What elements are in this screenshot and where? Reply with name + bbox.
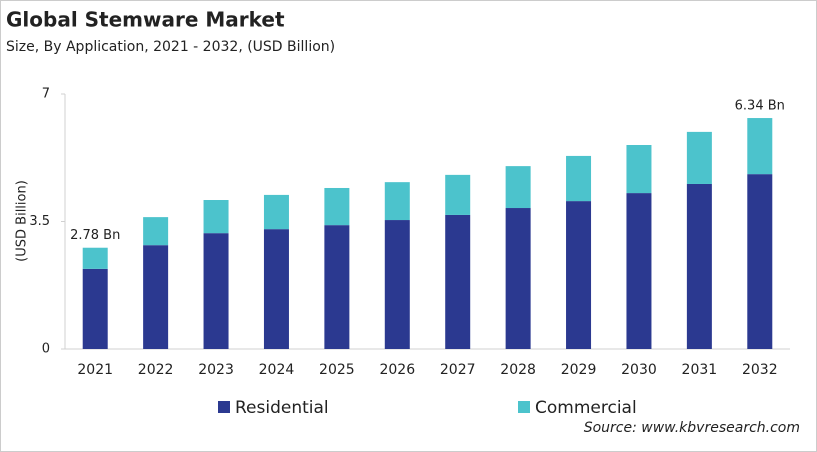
x-tick-label: 2025 xyxy=(319,362,355,378)
legend-swatch xyxy=(518,401,530,413)
x-tick-label: 2021 xyxy=(77,362,113,378)
bar-segment xyxy=(445,174,471,215)
bar-segment xyxy=(384,182,410,221)
bar-segment xyxy=(747,174,773,349)
bar-segment xyxy=(324,187,350,226)
bar-segment xyxy=(143,245,169,349)
bar-segment xyxy=(143,217,169,246)
bar-segment xyxy=(203,200,229,234)
legend-label: Residential xyxy=(235,398,329,418)
bar-segment xyxy=(445,214,471,349)
chart-subtitle: Size, By Application, 2021 - 2032, (USD … xyxy=(6,39,335,55)
chart-title: Global Stemware Market xyxy=(6,8,285,32)
x-tick-label: 2024 xyxy=(259,362,295,378)
y-tick-label: 3.5 xyxy=(29,214,50,229)
bar-segment xyxy=(263,229,289,349)
bar-segment xyxy=(82,268,108,349)
legend-swatch xyxy=(218,401,230,413)
bar-segment xyxy=(566,155,592,202)
bar-segment xyxy=(505,208,531,349)
bar-segment xyxy=(203,233,229,349)
bar-segment xyxy=(566,201,592,349)
x-tick-label: 2030 xyxy=(621,362,657,378)
x-tick-label: 2031 xyxy=(682,362,718,378)
x-tick-label: 2032 xyxy=(742,362,778,378)
bar-segment xyxy=(686,183,712,349)
bar-segment xyxy=(747,118,773,175)
bar-segment xyxy=(384,220,410,349)
bar-segment xyxy=(505,166,531,209)
bar-segment xyxy=(686,131,712,184)
source: Source: www.kbvresearch.com xyxy=(584,420,800,436)
bar-segment xyxy=(626,193,652,349)
bar-segment xyxy=(82,247,108,269)
bar-segment xyxy=(263,194,289,230)
x-tick-label: 2028 xyxy=(500,362,536,378)
x-tick-label: 2027 xyxy=(440,362,476,378)
x-tick-label: 2026 xyxy=(379,362,415,378)
x-tick-label: 2029 xyxy=(561,362,597,378)
legend-label: Commercial xyxy=(535,398,637,418)
total-label: 6.34 Bn xyxy=(735,99,785,114)
x-tick-label: 2023 xyxy=(198,362,234,378)
x-tick-label: 2022 xyxy=(138,362,174,378)
y-tick-label: 0 xyxy=(42,342,50,357)
y-axis-label: (USD Billion) xyxy=(15,180,30,262)
bar-segment xyxy=(324,225,350,349)
y-tick-label: 7 xyxy=(42,87,50,102)
bar-segment xyxy=(626,145,652,194)
total-label: 2.78 Bn xyxy=(70,228,120,243)
